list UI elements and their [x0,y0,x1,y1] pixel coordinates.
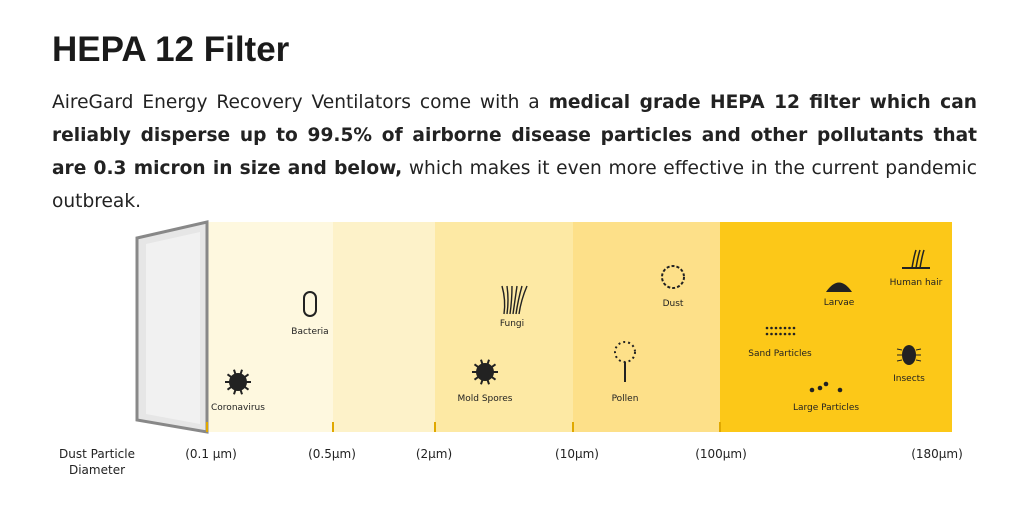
filter-face [146,232,200,424]
band [435,222,573,432]
icon-part [902,345,916,365]
particle-icon [303,291,317,317]
particle-icon [614,341,636,382]
particle-label: Human hair [890,278,943,288]
particle-label: Large Particles [793,403,859,413]
icon-part [817,385,823,391]
particle-icon [902,249,930,269]
icon-part [476,363,494,381]
icon-part [506,285,509,315]
particle-label: Larvae [824,298,855,308]
particle-label: Dust [663,299,684,309]
particle-label: Insects [893,374,925,384]
band [333,222,435,432]
axis-label: Dust Particle [59,447,135,461]
title: HEPA 12 Filter [52,30,290,69]
desc-tail: which makes it even more effective in th… [52,158,977,212]
icon-part [512,285,518,315]
particle-icon [501,285,528,315]
icon-part [783,326,787,330]
desc-lead: AireGard Energy Recovery Ventilators com… [52,92,549,113]
icon-part [896,359,903,362]
band [573,222,720,432]
icon-part [826,282,852,292]
icon-part [779,326,782,330]
scale-label: (180µm) [911,447,963,461]
icon-part [809,387,815,393]
icon-part [792,332,796,336]
icon-part [229,373,247,391]
band [720,222,952,432]
particle-label: Fungi [500,319,524,329]
particle-label: Coronavirus [211,403,265,413]
icon-part [518,285,528,315]
particle-icon [225,369,251,395]
icon-part [661,265,685,289]
icon-part [515,285,523,315]
particle-label: Mold Spores [457,394,512,404]
icon-part [303,291,317,317]
icon-part [509,285,513,315]
particle-icon [765,326,796,336]
particle-label: Sand Particles [748,349,812,359]
particle-icon [661,265,685,289]
desc-emphasis: medical grade HEPA 12 filter which can r… [52,92,977,179]
icon-part [788,332,791,336]
particle-label: Bacteria [291,327,328,337]
icon-part [792,326,796,330]
band [207,222,333,432]
description: AireGard Energy Recovery Ventilators com… [52,86,977,218]
icon-part [774,326,778,330]
icon-part [783,332,787,336]
scale-label: (100µm) [695,447,747,461]
icon-part [837,387,843,393]
particle-icon [809,381,843,393]
icon-part [915,348,922,351]
scale-label: (2µm) [416,447,452,461]
icon-part [774,332,778,336]
particle-icon [826,282,852,292]
icon-part [915,249,921,269]
axis-label: Diameter [69,463,125,477]
icon-part [501,285,506,315]
icon-part [770,332,773,336]
icon-part [788,326,791,330]
icon-part [915,359,922,362]
particle-icon [896,345,922,365]
icon-part [823,381,829,387]
icon-part [765,332,769,336]
icon-part [896,348,903,351]
scale-label: (10µm) [555,447,599,461]
scale-label: (0.1 µm) [185,447,237,461]
icon-part [919,249,925,269]
scale-label: (0.5µm) [308,447,356,461]
icon-part [770,326,773,330]
icon-part [779,332,782,336]
icon-part [765,326,769,330]
icon-part [911,249,917,269]
particle-icon [472,359,498,385]
particle-label: Pollen [612,394,639,404]
